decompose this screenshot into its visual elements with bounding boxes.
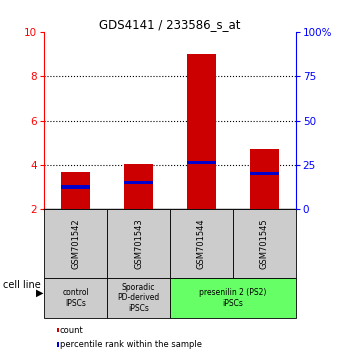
Text: cell line: cell line	[3, 280, 41, 290]
Text: percentile rank within the sample: percentile rank within the sample	[60, 340, 202, 349]
Text: GSM701545: GSM701545	[260, 218, 269, 269]
Text: count: count	[60, 326, 84, 335]
Text: GSM701543: GSM701543	[134, 218, 143, 269]
Bar	[107, 278, 170, 318]
Text: presenilin 2 (PS2)
iPSCs: presenilin 2 (PS2) iPSCs	[199, 288, 267, 308]
Title: GDS4141 / 233586_s_at: GDS4141 / 233586_s_at	[99, 18, 241, 31]
Bar	[124, 164, 153, 209]
Bar	[250, 172, 278, 176]
Bar	[233, 209, 296, 278]
Text: control
IPSCs: control IPSCs	[62, 288, 89, 308]
Bar	[250, 149, 278, 209]
Bar	[124, 181, 153, 184]
Bar	[44, 278, 107, 318]
Bar	[62, 172, 90, 209]
Text: GSM701544: GSM701544	[197, 218, 206, 269]
Bar	[44, 209, 107, 278]
Bar	[170, 278, 296, 318]
Text: Sporadic
PD-derived
iPSCs: Sporadic PD-derived iPSCs	[117, 283, 160, 313]
Bar	[187, 161, 216, 164]
Text: GSM701542: GSM701542	[71, 218, 80, 269]
Text: ▶: ▶	[36, 287, 43, 297]
Bar	[107, 209, 170, 278]
Bar	[62, 185, 90, 189]
Bar	[187, 54, 216, 209]
Bar	[170, 209, 233, 278]
Bar	[57, 342, 59, 347]
Bar	[57, 328, 59, 332]
